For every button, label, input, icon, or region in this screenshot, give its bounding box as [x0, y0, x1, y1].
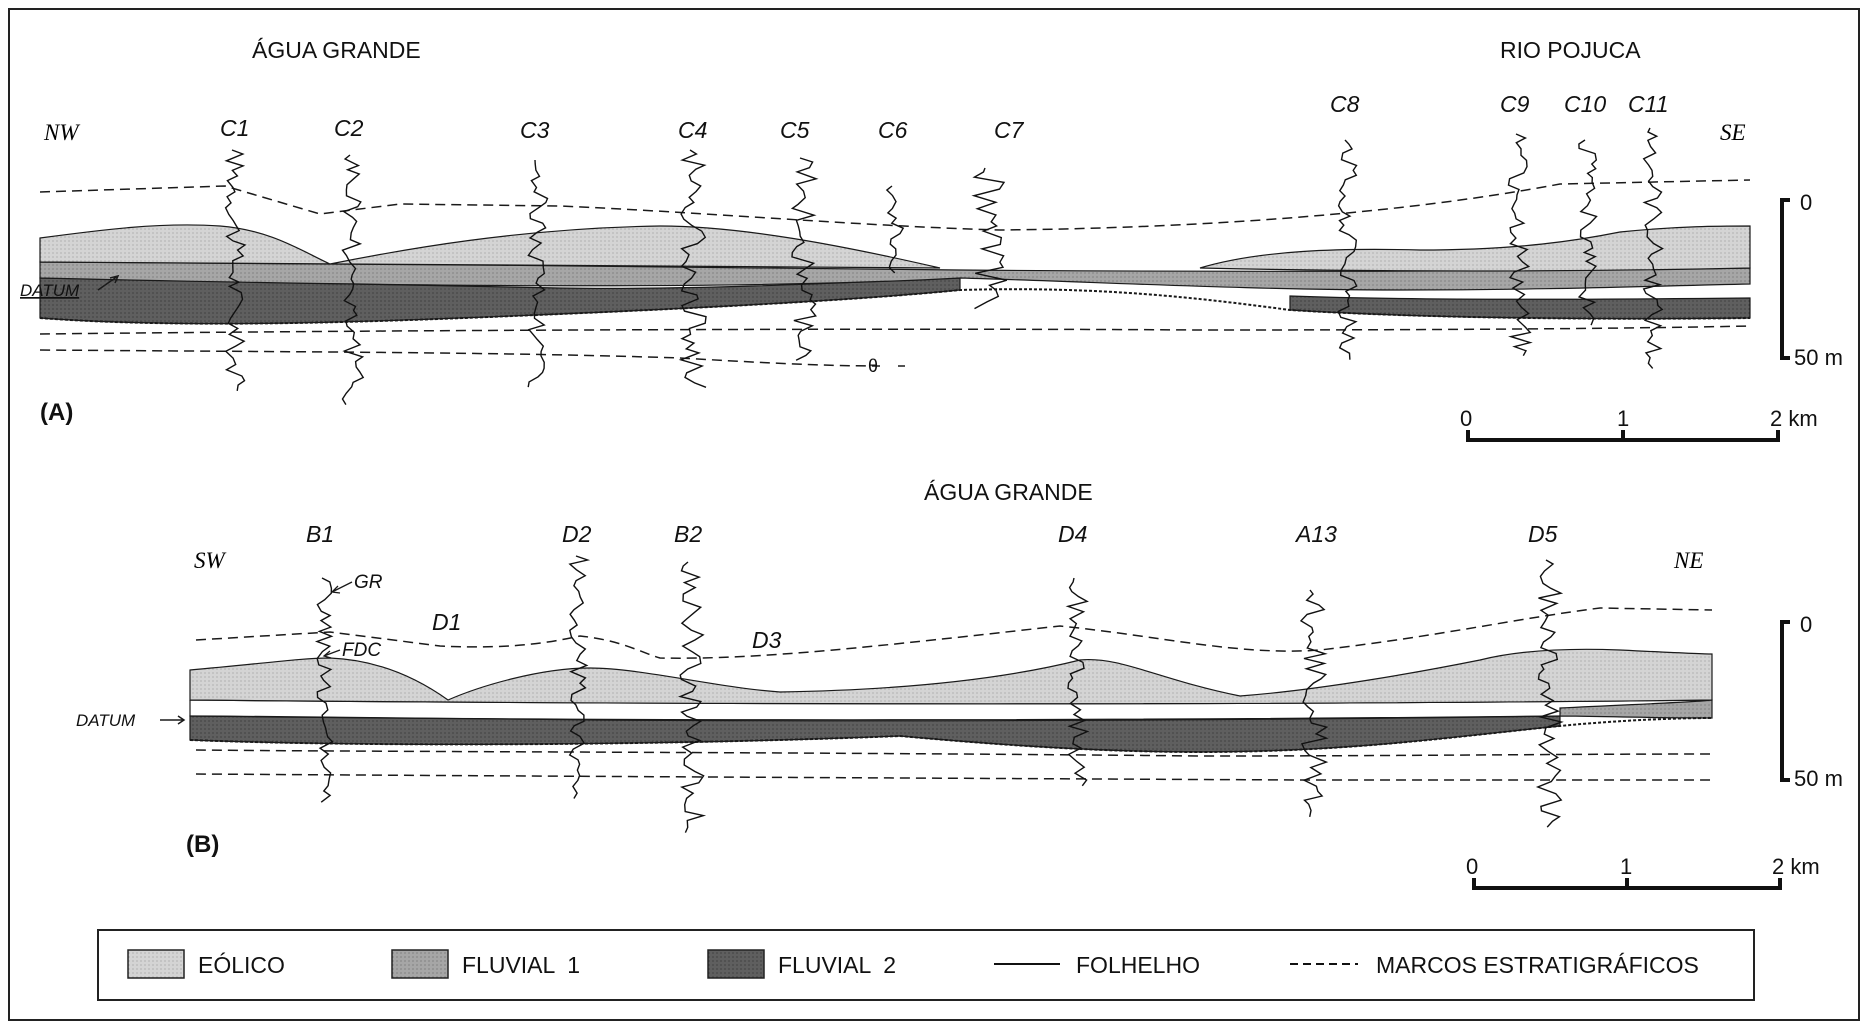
section-b-gr-label: GR — [354, 572, 383, 593]
well-log-c9 — [1507, 133, 1533, 357]
well-label-d2: D2 — [562, 521, 592, 547]
section-a-well-labels: C1 C2 C3 C4 C5 C6 C7 C8 C9 C10 C11 — [220, 91, 1669, 143]
well-label-a13: A13 — [1294, 521, 1337, 547]
well-label-c11: C11 — [1628, 91, 1669, 117]
well-label-c9: C9 — [1500, 91, 1530, 117]
section-a-dir-right: SE — [1720, 120, 1746, 145]
section-b-well-logs — [314, 555, 1564, 833]
section-b-dir-right: NE — [1673, 548, 1703, 573]
section-a-title-right: RIO POJUCA — [1500, 37, 1641, 63]
section-b-datum-label: DATUM — [76, 711, 136, 730]
well-log-c6 — [885, 185, 905, 274]
well-label-c8: C8 — [1330, 91, 1360, 117]
well-label-c4: C4 — [678, 117, 707, 143]
section-b-marker-base1 — [195, 749, 1713, 757]
section-a-km-scale — [1466, 430, 1780, 442]
section-b-fdc-label: FDC — [342, 640, 381, 661]
legend-label-marcos: MARCOS ESTRATIGRÁFICOS — [1376, 952, 1699, 978]
section-a-panel-label: (A) — [40, 399, 73, 426]
well-log-c8 — [1337, 139, 1358, 360]
section-b-erosion-surface — [189, 717, 1713, 754]
legend: EÓLICO FLUVIAL 1 FLUVIAL 2 FOLHELHO MARC… — [97, 929, 1755, 1001]
well-log-a13 — [1299, 589, 1329, 818]
well-log-c10 — [1577, 139, 1598, 326]
well-label-c2: C2 — [334, 115, 364, 141]
section-b-well-labels: B1 D2 B2 D4 A13 D5 — [306, 521, 1558, 547]
section-a-fluvial2-right — [1289, 295, 1751, 320]
section-a-depth-50: 50 m — [1794, 345, 1843, 370]
section-b-scale-2: 2 km — [1772, 854, 1820, 879]
section-b-km-scale — [1472, 878, 1782, 890]
section-b-eolico — [189, 648, 1713, 705]
section-a-scale-0: 0 — [1460, 406, 1472, 431]
well-label-d4: D4 — [1058, 521, 1087, 547]
section-a-dir-left: NW — [43, 120, 80, 145]
section-a-scale-2: 2 km — [1770, 406, 1818, 431]
legend-box — [97, 929, 1755, 1001]
section-b-marker-d1 — [195, 607, 1713, 659]
section-a-marker-base2 — [39, 349, 881, 367]
legend-label-fluvial1: FLUVIAL 1 — [462, 952, 580, 978]
section-b-scale-1: 1 — [1620, 854, 1632, 879]
section-a-eolico-right — [1199, 225, 1751, 272]
section-b: D1 D3 ÁGUA GRANDE SW NE (B) DATUM GR FDC… — [76, 479, 1843, 890]
section-b-title: ÁGUA GRANDE — [924, 479, 1093, 505]
section-a-well-logs — [224, 127, 1664, 405]
well-log-c2 — [341, 154, 365, 405]
section-a-marker-label: θ — [868, 356, 878, 376]
section-a: θ ÁGUA GRANDE RIO POJUCA NW SE (A) DATUM… — [20, 37, 1843, 442]
section-b-dir-left: SW — [194, 548, 227, 573]
well-log-c1 — [224, 149, 247, 392]
legend-swatch-fluvial2 — [707, 949, 765, 979]
section-a-marker-top — [39, 179, 1751, 231]
well-log-d5 — [1535, 559, 1564, 828]
well-label-c3: C3 — [520, 117, 550, 143]
well-label-c6: C6 — [878, 117, 908, 143]
legend-label-eolico: EÓLICO — [198, 952, 285, 978]
well-log-c3 — [527, 159, 549, 388]
well-label-c5: C5 — [780, 117, 810, 143]
legend-label-folhelho: FOLHELHO — [1076, 952, 1200, 978]
well-log-c11 — [1642, 127, 1664, 369]
well-log-b1 — [314, 577, 334, 803]
section-a-eolico — [39, 224, 941, 269]
well-log-c5 — [790, 157, 819, 361]
well-label-c10: C10 — [1564, 91, 1606, 117]
section-b-marker-d1-label: D1 — [432, 609, 461, 635]
section-b-marker-d3-label: D3 — [752, 627, 782, 653]
section-b-marker-base2 — [195, 773, 1712, 781]
section-b-depth-50: 50 m — [1794, 766, 1843, 791]
section-a-depth-0: 0 — [1800, 190, 1812, 215]
section-a-fluvial1 — [39, 261, 1751, 291]
section-b-panel-label: (B) — [186, 831, 219, 858]
well-label-b2: B2 — [674, 521, 702, 547]
well-label-b1: B1 — [306, 521, 334, 547]
well-log-c4 — [678, 149, 707, 388]
section-a-datum-label: DATUM — [20, 281, 80, 300]
well-log-d4 — [1065, 577, 1090, 787]
legend-label-fluvial2: FLUVIAL 2 — [778, 952, 896, 978]
well-label-d5: D5 — [1528, 521, 1558, 547]
well-log-d2 — [568, 555, 591, 799]
section-b-scale-0: 0 — [1466, 854, 1478, 879]
well-log-b2 — [677, 561, 707, 833]
section-a-marker-base1 — [39, 325, 1751, 335]
well-label-c7: C7 — [994, 117, 1025, 143]
well-label-c1: C1 — [220, 115, 249, 141]
legend-swatch-fluvial1 — [391, 949, 449, 979]
section-a-title-left: ÁGUA GRANDE — [252, 37, 421, 63]
section-a-depth-bar — [1780, 198, 1790, 360]
legend-swatch-eolico — [127, 949, 185, 979]
section-b-depth-bar — [1780, 620, 1790, 782]
section-b-depth-0: 0 — [1800, 612, 1812, 637]
well-log-c7 — [971, 167, 1007, 310]
figure-frame — [8, 8, 1860, 1021]
section-a-scale-1: 1 — [1617, 406, 1629, 431]
